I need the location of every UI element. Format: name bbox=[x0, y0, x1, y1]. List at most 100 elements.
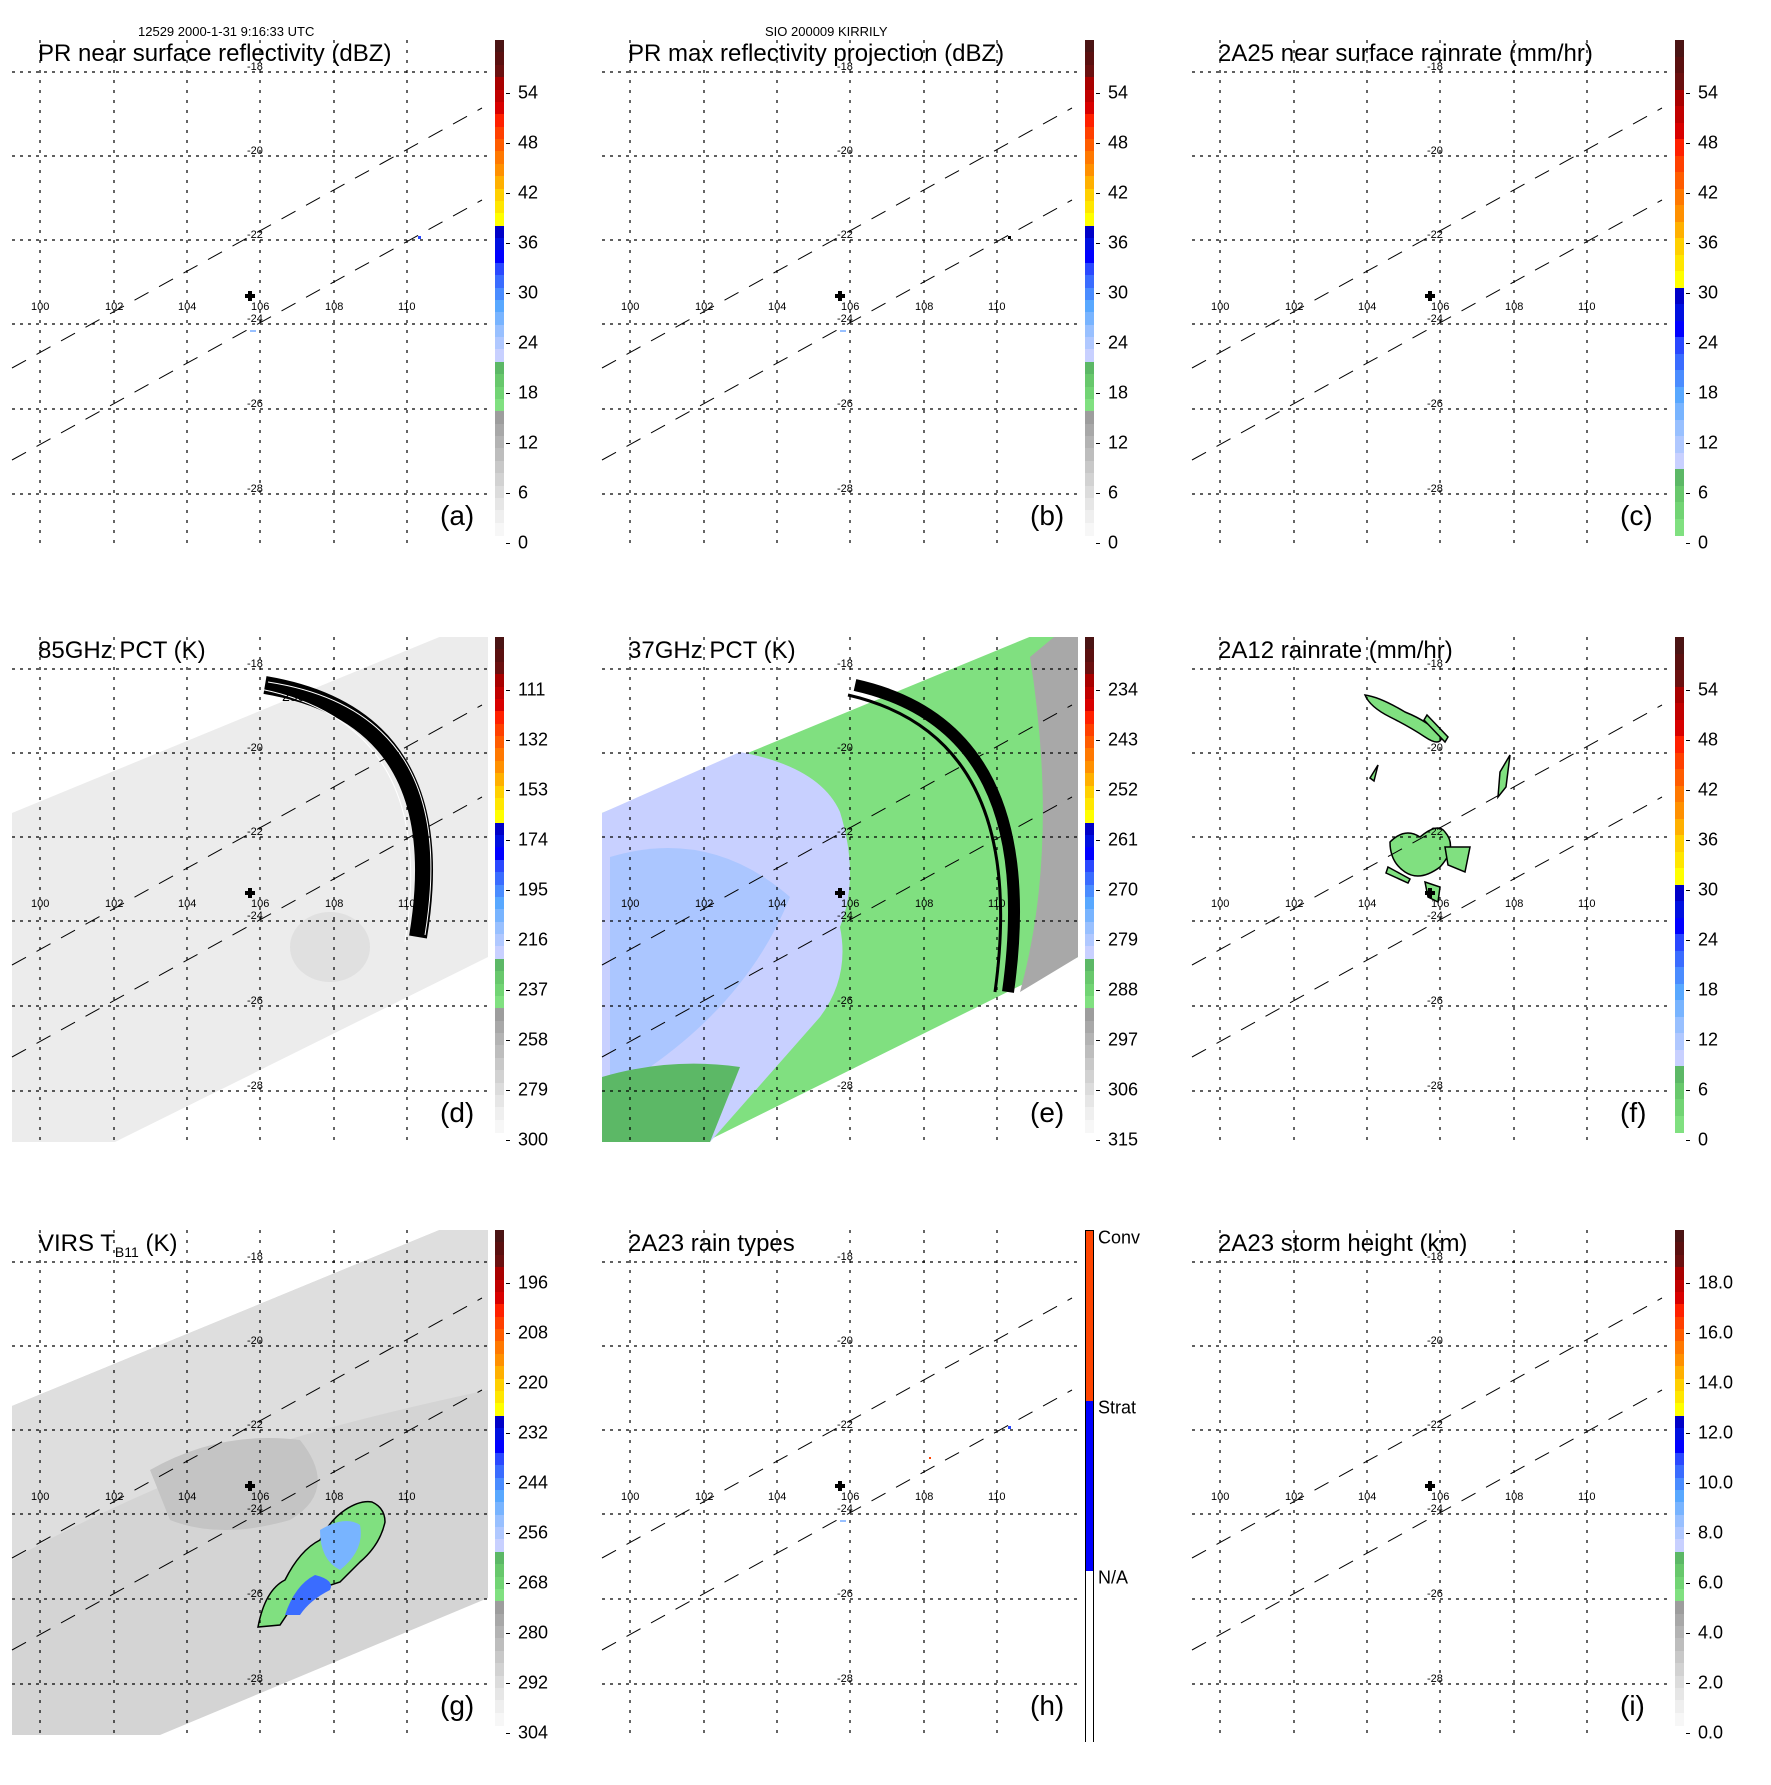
colorbar-segment bbox=[1085, 374, 1094, 388]
lon-tick-label: 102 bbox=[105, 1491, 123, 1503]
colorbar-tick-label: 42 bbox=[1698, 182, 1719, 203]
lon-tick-label: 102 bbox=[695, 1491, 713, 1503]
panel-title: VIRS TB11 (K) bbox=[38, 1230, 177, 1260]
colorbar-tick-label: 48 bbox=[1108, 132, 1129, 153]
colorbar bbox=[495, 1230, 504, 1726]
colorbar-tick bbox=[1686, 543, 1690, 544]
colorbar-tick-label: 42 bbox=[1698, 779, 1719, 800]
colorbar-tick-label: 292 bbox=[518, 1672, 549, 1693]
panel-g: -18 -20 -22 -24 -26 -28 100 102 104 106 108 110 VIRS… bbox=[0, 1190, 590, 1785]
colorbar-tick-label: 208 bbox=[518, 1322, 549, 1343]
panel-label: (h) bbox=[1030, 1690, 1065, 1721]
colorbar-tick bbox=[506, 1483, 510, 1484]
cold-cloud-blue bbox=[320, 1521, 361, 1570]
colorbar-tick bbox=[506, 1333, 510, 1334]
colorbar-segment bbox=[495, 1576, 504, 1590]
colorbar-tick-label: 36 bbox=[1698, 232, 1719, 253]
lon-tick-label: 100 bbox=[31, 301, 49, 313]
colorbar-tick bbox=[1096, 1090, 1100, 1091]
colorbar-segment bbox=[495, 661, 504, 675]
colorbar-tick bbox=[506, 840, 510, 841]
echo-pixel bbox=[1008, 1426, 1011, 1429]
lat-tick-label: -28 bbox=[247, 483, 263, 495]
colorbar-segment bbox=[1085, 126, 1094, 140]
colorbar-tick bbox=[506, 1283, 510, 1284]
colorbar-segment bbox=[1675, 1099, 1684, 1117]
lat-tick-label: -28 bbox=[1427, 483, 1443, 495]
colorbar-tick-label: 234 bbox=[1108, 679, 1139, 700]
colorbar-segment bbox=[1675, 851, 1684, 869]
colorbar-segment bbox=[1675, 884, 1684, 902]
lat-tick-label: -18 bbox=[247, 61, 263, 73]
colorbar-segment bbox=[1675, 106, 1684, 124]
colorbar-tick bbox=[1686, 740, 1690, 741]
lat-tick-label: -26 bbox=[1427, 995, 1443, 1007]
colorbar-tick-label: 24 bbox=[518, 332, 539, 353]
lon-tick-label: 110 bbox=[398, 301, 416, 313]
lon-tick-label: 104 bbox=[1358, 898, 1376, 910]
lon-tick-label: 100 bbox=[1211, 301, 1229, 313]
colorbar-segment bbox=[1675, 802, 1684, 820]
colorbar-tick bbox=[1096, 940, 1100, 941]
colorbar-segment bbox=[1675, 205, 1684, 223]
colorbar-segment bbox=[1675, 1390, 1684, 1404]
colorbar-segment bbox=[495, 522, 504, 536]
panel-d: 250 -18 -20 -22 -24 -26 -28 100 102 104 106 108 110 8… bbox=[0, 597, 590, 1192]
lon-tick-label: 106 bbox=[251, 1491, 269, 1503]
colorbar-segment bbox=[495, 151, 504, 165]
colorbar-segment bbox=[1675, 917, 1684, 935]
plus-icon bbox=[245, 1481, 255, 1491]
colorbar-tick-label: 48 bbox=[518, 132, 539, 153]
colorbar-segment bbox=[1085, 386, 1094, 400]
colorbar-segment bbox=[1085, 52, 1094, 66]
lon-tick-label: 108 bbox=[1505, 898, 1523, 910]
colorbar-segment bbox=[1085, 337, 1094, 350]
colorbar-segment bbox=[495, 1675, 504, 1689]
pct-region-green-sw bbox=[602, 1063, 740, 1142]
colorbar-segment bbox=[1675, 1279, 1684, 1293]
colorbar-segment bbox=[1675, 1267, 1684, 1281]
colorbar-tick bbox=[1096, 293, 1100, 294]
colorbar-tick bbox=[1686, 1383, 1690, 1384]
colorbar-tick bbox=[1686, 990, 1690, 991]
colorbar-segment bbox=[495, 1415, 504, 1429]
lat-tick-label: -28 bbox=[247, 1080, 263, 1092]
colorbar-tick bbox=[506, 93, 510, 94]
lat-tick-label: -28 bbox=[247, 1673, 263, 1685]
colorbar-segment bbox=[495, 971, 504, 985]
lon-tick-label: 106 bbox=[1431, 301, 1449, 313]
colorbar-segment bbox=[495, 1316, 504, 1330]
colorbar-segment bbox=[495, 299, 504, 313]
lon-tick-label: 104 bbox=[178, 898, 196, 910]
rain-area bbox=[1423, 713, 1449, 744]
colorbar-segment bbox=[495, 748, 504, 762]
colorbar-segment bbox=[1085, 213, 1094, 227]
colorbar-tick-label: 30 bbox=[1698, 879, 1719, 900]
colorbar-tick-label: 232 bbox=[518, 1422, 549, 1443]
colorbar-tick-label: 195 bbox=[518, 879, 549, 900]
colorbar-segment bbox=[1085, 1057, 1094, 1071]
lon-tick-label: 100 bbox=[31, 1491, 49, 1503]
lon-tick-label: 100 bbox=[1211, 1491, 1229, 1503]
colorbar-segment bbox=[1675, 1329, 1684, 1342]
colorbar-segment bbox=[1085, 1119, 1094, 1133]
colorbar-segment bbox=[1675, 40, 1684, 58]
colorbar-segment bbox=[495, 126, 504, 140]
colorbar-tick bbox=[506, 393, 510, 394]
colorbar-segment bbox=[495, 785, 504, 799]
colorbar-segment bbox=[1085, 847, 1094, 861]
colorbar-tick bbox=[1096, 1140, 1100, 1141]
colorbar-tick-label: 24 bbox=[1698, 929, 1719, 950]
colorbar-segment bbox=[1085, 661, 1094, 675]
colorbar-segment bbox=[1085, 114, 1094, 128]
colorbar-segment bbox=[1675, 353, 1684, 371]
colorbar-tick bbox=[1096, 1040, 1100, 1041]
colorbar-segment bbox=[495, 1107, 504, 1121]
colorbar-segment bbox=[495, 822, 504, 836]
colorbar-tick bbox=[1686, 1733, 1690, 1734]
colorbar-segment bbox=[1675, 1675, 1684, 1689]
colorbar-segment bbox=[1675, 320, 1684, 338]
map-plot-i: -18 -20 -22 -24 -26 -28 100 102 104 106 108 110 bbox=[1191, 1230, 1670, 1740]
colorbar-segment bbox=[1085, 1070, 1094, 1084]
echo-pixel bbox=[250, 330, 256, 332]
